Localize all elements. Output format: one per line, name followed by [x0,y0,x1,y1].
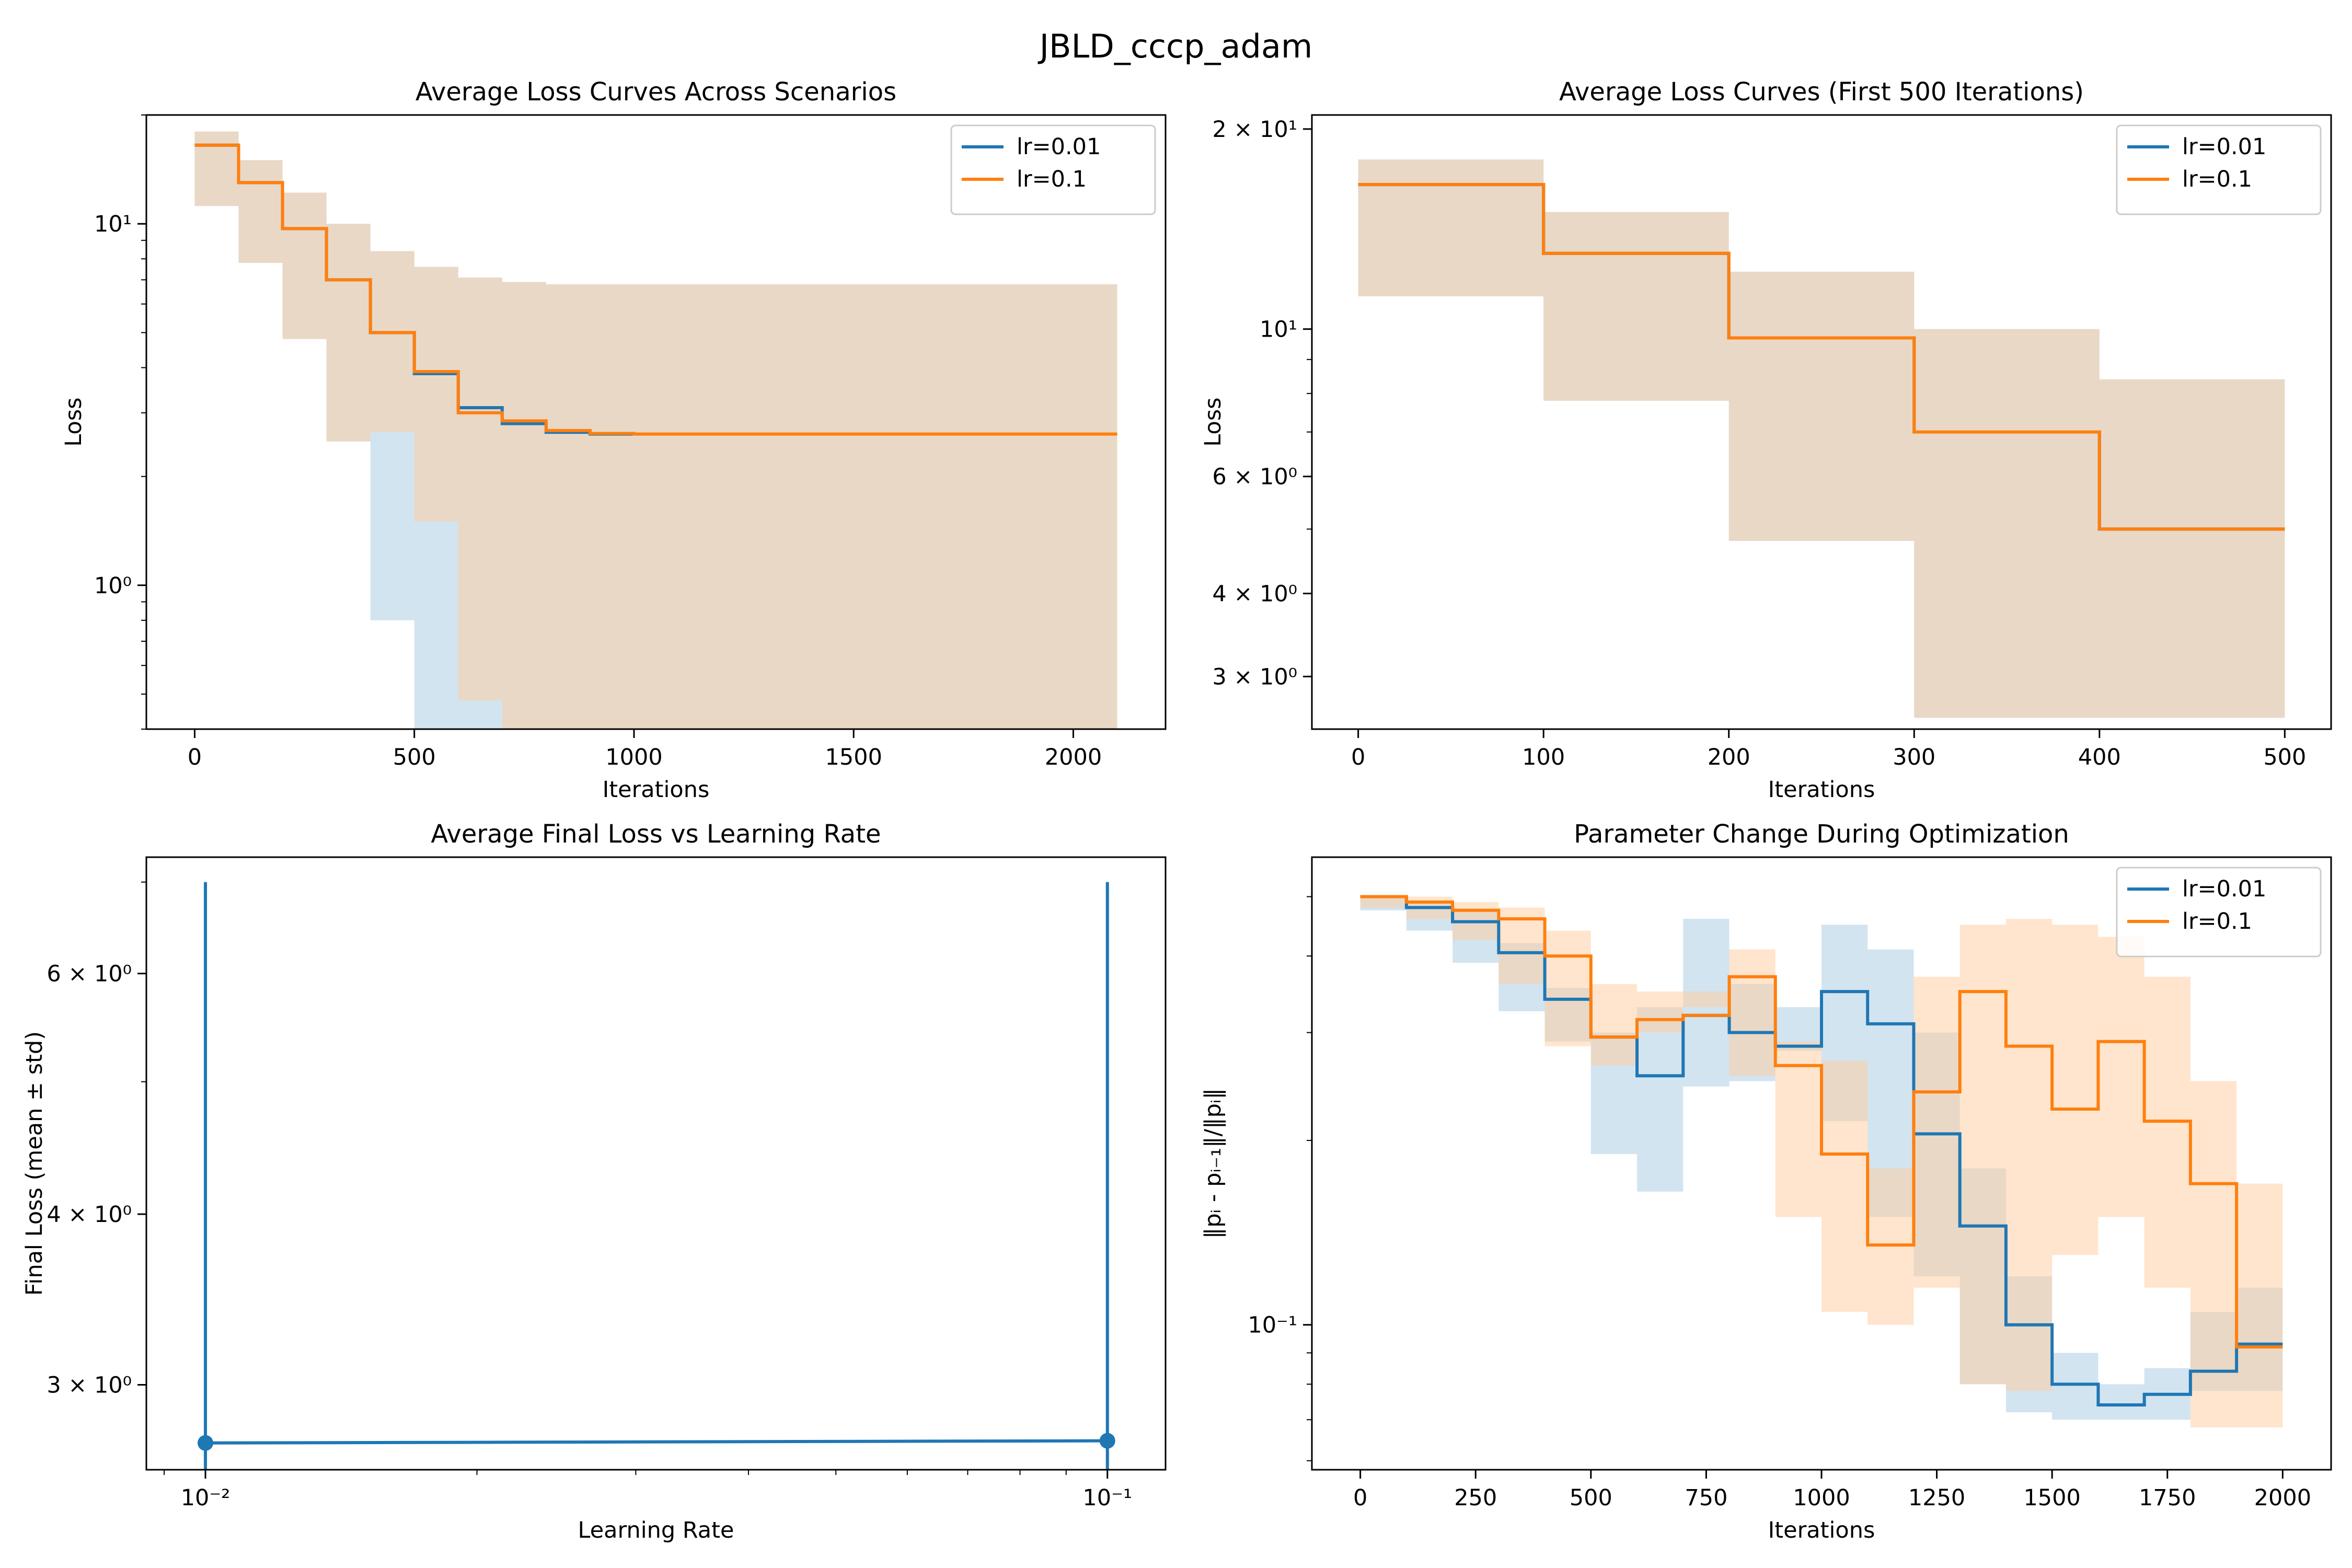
final-loss-line [205,1439,1108,1445]
x-tick-label: 500 [2263,744,2306,770]
panel-final_loss: Average Final Loss vs Learning Rate 10⁻² 1… [21,820,1167,1543]
x-tick-label: 0 [1351,744,1365,770]
y-tick-label: 10¹ [94,211,132,237]
y-axis-label: ‖pᵢ - pᵢ₋₁‖/‖pᵢ‖ [1200,1088,1226,1239]
legend-label: lr=0.01 [1017,134,1101,160]
axes-frame [145,856,1167,1471]
x-tick-label: 2000 [1045,744,1102,770]
x-tick-label: 500 [393,744,436,770]
x-tick-label: 300 [1893,744,1935,770]
x-tick-label: 1000 [605,744,662,770]
series-line-lr=0.1 [1358,183,2285,531]
plot-area [1360,895,2283,1428]
plot-area [194,131,1117,729]
axes-frame [1311,856,2332,1471]
panels: Average Loss Curves Across Scenarios 0 500… [21,77,2332,1543]
legend-label: lr=0.1 [2182,166,2252,192]
y-tick-label: 2 × 10¹ [1212,117,1297,143]
x-tick-label: 2000 [2254,1485,2311,1511]
series-line-lr=0.01 [1360,895,2283,1406]
x-tick-label: 1000 [1793,1485,1850,1511]
y-tick-label: 10¹ [1260,317,1297,343]
x-axis-label: Iterations [1768,1517,1875,1543]
legend-label: lr=0.01 [2182,134,2266,160]
x-tick-label: 750 [1685,1485,1727,1511]
y-axis-label: Loss [61,397,87,446]
panel-title: Average Loss Curves (First 500 Iteration… [1559,77,2084,107]
x-tick-label: 1500 [2023,1485,2080,1511]
data-point [1099,1433,1115,1449]
x-tick-label: 1500 [825,744,882,770]
panel-loss_full: Average Loss Curves Across Scenarios 0 500… [61,77,1167,803]
series-line-lr=0.1 [1360,895,2283,1349]
panel-param_change: Parameter Change During Optimization 0 250… [1200,820,2332,1543]
x-tick-label: 10⁻¹ [1082,1485,1132,1511]
y-axis-label: Loss [1200,397,1226,446]
legend-label: lr=0.1 [2182,908,2252,935]
plot-area [198,882,1115,1470]
figure-title: JBLD_cccp_adam [1037,27,1312,65]
x-tick-label: 1750 [2139,1485,2196,1511]
band-lr=0.1 [1358,159,2285,718]
data-point [198,1435,214,1451]
y-tick-label: 3 × 10⁰ [1212,664,1297,690]
legend-label: lr=0.1 [1017,166,1087,192]
x-axis-label: Iterations [1768,777,1875,803]
x-tick-label: 200 [1708,744,1750,770]
y-tick-label: 4 × 10⁰ [47,1202,132,1228]
x-axis-label: Learning Rate [578,1517,734,1543]
y-tick-label: 4 × 10⁰ [1212,581,1297,607]
series-final-loss [198,882,1115,1470]
y-tick-label: 6 × 10⁰ [1212,464,1297,490]
y-tick-label: 6 × 10⁰ [47,961,132,987]
panel-title: Average Loss Curves Across Scenarios [416,77,896,107]
axes-frame [1311,114,2332,730]
band-lr=0.1 [194,131,1117,729]
y-tick-label: 3 × 10⁰ [47,1373,132,1399]
x-axis-label: Iterations [603,777,710,803]
panel-title: Parameter Change During Optimization [1574,820,2069,849]
x-tick-label: 500 [1570,1485,1612,1511]
x-tick-label: 0 [188,744,202,770]
axes-frame [145,114,1167,730]
panel-title: Average Final Loss vs Learning Rate [431,820,881,849]
panel-loss_first500: Average Loss Curves (First 500 Iteration… [1200,77,2332,803]
x-tick-label: 250 [1454,1485,1497,1511]
y-tick-label: 10⁻¹ [1248,1312,1297,1339]
x-tick-label: 400 [2078,744,2121,770]
x-tick-label: 10⁻² [181,1485,230,1511]
y-tick-label: 10⁰ [94,573,132,599]
x-tick-label: 0 [1353,1485,1367,1511]
legend-label: lr=0.01 [2182,876,2266,902]
x-tick-label: 1250 [1908,1485,1965,1511]
plot-area [1358,159,2285,718]
x-tick-label: 100 [1522,744,1565,770]
y-axis-label: Final Loss (mean ± std) [21,1031,48,1296]
series-line-lr=0.1 [194,143,1117,436]
